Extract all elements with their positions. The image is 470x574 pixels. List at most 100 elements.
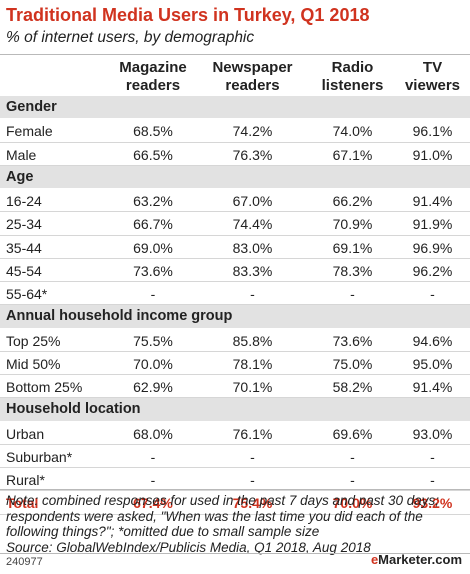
brand-logo-name: Marketer: [378, 552, 432, 567]
row-label: Male: [6, 146, 37, 163]
row-label: Female: [6, 123, 53, 140]
notes-divider: [0, 489, 470, 490]
table-cell: 74.2%: [232, 123, 273, 140]
table-cell: -: [430, 286, 435, 302]
table-cell: 67.1%: [332, 146, 373, 163]
table-cell: 94.6%: [412, 332, 453, 349]
row-divider: [0, 257, 470, 259]
brand-logo: eMarketer.com: [371, 552, 462, 567]
table-row: Top 25% 75.5% 85.8% 73.6% 94.6%: [0, 329, 470, 352]
footnote: Note: combined responses for used in the…: [6, 493, 466, 555]
row-divider: [0, 513, 470, 515]
table-row: Mid 50% 70.0% 78.1% 75.0% 95.0%: [0, 352, 470, 375]
table-cell: 68.0%: [133, 425, 173, 442]
table-row: Female 68.5% 74.2% 74.0% 96.1%: [0, 119, 470, 142]
table-cell: 76.1%: [232, 425, 273, 442]
row-divider: [0, 467, 470, 468]
row-label: 45-54: [6, 262, 42, 279]
row-divider: [0, 141, 470, 143]
row-label: Top 25%: [6, 332, 61, 349]
column-header-line: Radio: [331, 59, 374, 76]
footer-divider: [0, 553, 470, 554]
table-cell: 62.9%: [133, 379, 173, 395]
section-header-row: Age: [0, 165, 470, 189]
row-divider: [0, 327, 470, 329]
table-cell: 83.3%: [232, 262, 273, 279]
table-cell: 95.0%: [412, 355, 453, 372]
row-divider: [0, 164, 470, 166]
row-divider: [0, 211, 470, 213]
table-row: Rural* - - - -: [0, 468, 470, 491]
note-line: Note: combined responses for used in the…: [6, 493, 440, 508]
table-cell: 96.1%: [412, 123, 453, 140]
table-cell: 76.3%: [232, 146, 273, 163]
table-cell: 63.2%: [133, 193, 173, 209]
column-header-line: Newspaper: [212, 59, 293, 76]
table-row: 35-44 69.0% 83.0% 69.1% 96.9%: [0, 236, 470, 259]
table-cell: 75.5%: [133, 332, 173, 349]
table-cell: 70.0%: [332, 495, 373, 512]
chart-subtitle: % of internet users, by demographic: [6, 29, 255, 46]
header-divider: [0, 54, 470, 55]
table-cell: 67.0%: [232, 193, 273, 209]
table-cell: 75.0%: [332, 355, 373, 372]
note-line: respondents were asked, "When was the la…: [6, 508, 423, 524]
table-cell: 74.0%: [332, 123, 373, 140]
column-header-radio: Radio listeners: [305, 55, 400, 99]
brand-logo-e: e: [370, 552, 379, 567]
row-label: 55-64*: [6, 286, 48, 302]
table-cell: 73.6%: [332, 332, 373, 349]
table-cell: 70.9%: [332, 216, 373, 233]
table-cell: -: [150, 448, 156, 465]
note-line: following things?"; *omitted due to smal…: [6, 524, 320, 539]
section-label: Household location: [6, 401, 141, 418]
table-cell: 93.2%: [412, 495, 453, 512]
column-header-line: viewers: [404, 77, 461, 94]
table-row: Bottom 25% 62.9% 70.1% 58.2% 91.4%: [0, 375, 470, 398]
table-cell: 75.4%: [232, 495, 273, 512]
table-row: Urban 68.0% 76.1% 69.6% 93.0%: [0, 422, 470, 445]
column-header-line: readers: [125, 77, 181, 94]
chart-title: Traditional Media Users in Turkey, Q1 20…: [6, 5, 370, 25]
row-label: Rural*: [6, 472, 45, 488]
row-divider: [0, 350, 470, 352]
table-cell: -: [150, 286, 156, 302]
table-cell: 96.9%: [412, 239, 453, 256]
section-label: Annual household income group: [6, 308, 233, 325]
row-label: Mid 50%: [6, 355, 61, 372]
row-label: Total: [6, 495, 39, 512]
table-cell: -: [150, 472, 156, 488]
table-cell: -: [250, 448, 255, 465]
table-cell: 78.1%: [232, 355, 273, 372]
table-cell: 96.2%: [412, 262, 453, 279]
column-header-line: Magazine: [119, 59, 187, 76]
table-row: 16-24 63.2% 67.0% 66.2% 91.4%: [0, 189, 470, 212]
column-header-magazine: Magazine readers: [108, 55, 198, 99]
table-cell: 91.4%: [412, 379, 453, 395]
table-cell: 66.2%: [332, 193, 373, 209]
table-cell: 67.4%: [133, 495, 173, 512]
row-divider: [0, 374, 470, 375]
table-cell: 69.6%: [332, 425, 373, 442]
table-row: Male 66.5% 76.3% 67.1% 91.0%: [0, 143, 470, 166]
table-cell: -: [430, 472, 435, 488]
table-cell: 78.3%: [332, 262, 373, 279]
table-cell: 68.5%: [133, 123, 173, 140]
table-cell: 73.6%: [133, 262, 173, 279]
row-label: 25-34: [6, 216, 42, 233]
table-cell: 66.7%: [133, 216, 173, 233]
row-divider: [0, 304, 470, 306]
table-row: 55-64* - - - -: [0, 282, 470, 305]
table-cell: 83.0%: [232, 239, 273, 256]
brand-logo-suffix: .com: [431, 552, 462, 567]
table-cell: -: [250, 286, 255, 302]
table-cell: -: [430, 448, 435, 465]
table-cell: -: [250, 472, 255, 488]
column-header-line: readers: [225, 77, 280, 94]
table-cell: -: [350, 286, 355, 302]
column-header-line: listeners: [321, 77, 384, 94]
row-label: Bottom 25%: [6, 379, 83, 395]
table-cell: 74.4%: [232, 216, 273, 233]
column-header-line: TV: [422, 59, 443, 76]
column-header-tv: TV viewers: [395, 55, 470, 99]
